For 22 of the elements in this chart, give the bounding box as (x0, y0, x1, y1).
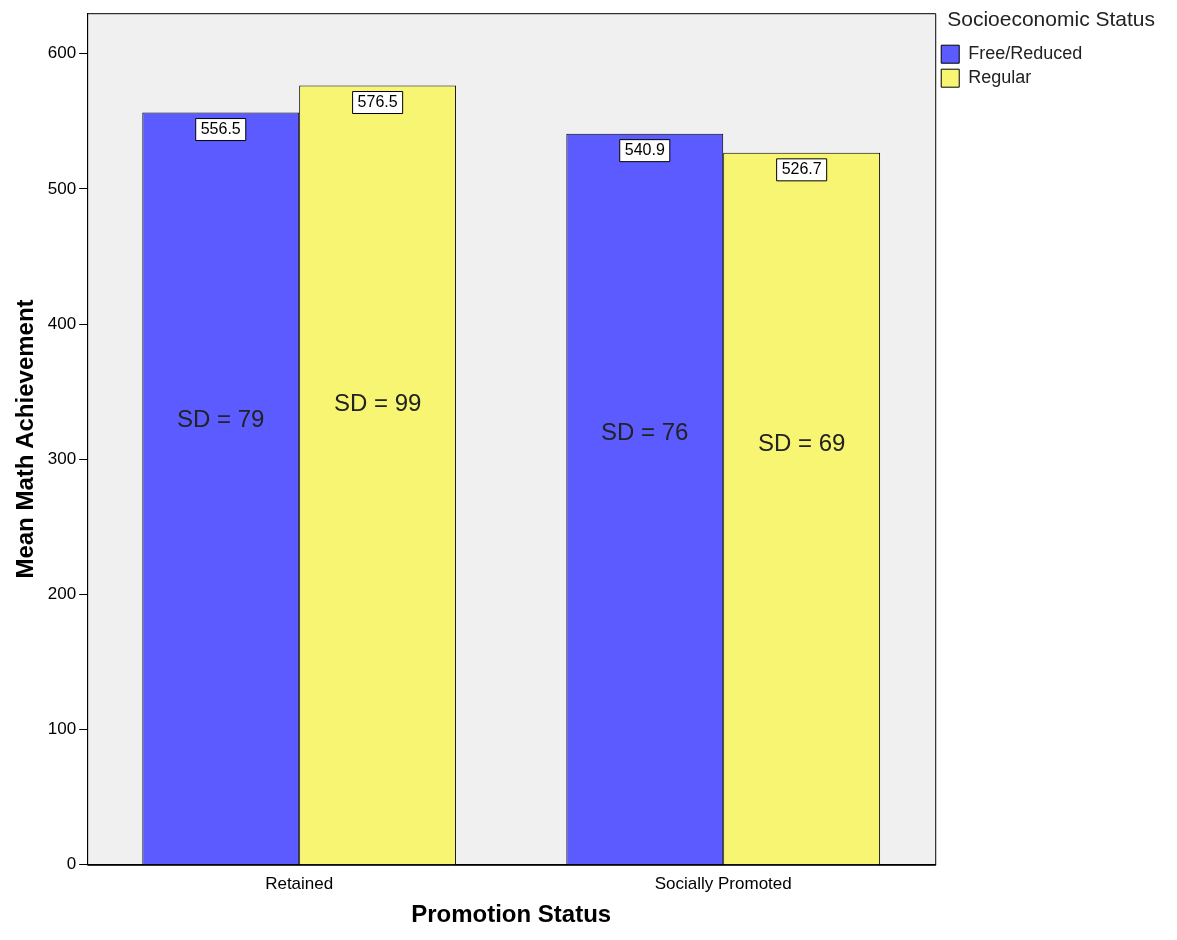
y-tick-label: 500 (47, 178, 77, 198)
annotation: SD = 76 (601, 417, 689, 445)
annotation: SD = 69 (757, 429, 846, 457)
y-tick-label: 600 (47, 43, 77, 63)
annotation: SD = 99 (333, 389, 422, 417)
data-label: 526.7 (781, 160, 822, 178)
data-label: 556.5 (200, 119, 241, 137)
y-tick-label: 300 (47, 448, 77, 468)
y-tick-label: 400 (47, 313, 77, 333)
x-tick-label: Socially Promoted (654, 873, 792, 893)
legend-title: Socioeconomic Status (947, 7, 1155, 31)
x-tick-label: Retained (265, 873, 334, 893)
y-axis-title: Mean Math Achievement (11, 299, 39, 579)
legend-label: Regular (968, 67, 1032, 88)
data-label: 540.9 (624, 141, 665, 159)
y-tick-label: 100 (47, 719, 77, 739)
annotation: SD = 79 (177, 405, 265, 433)
x-axis-title: Promotion Status (411, 900, 612, 928)
legend-label: Free/Reduced (968, 43, 1083, 64)
y-tick-label: 200 (47, 584, 77, 604)
data-label: 576.5 (357, 92, 398, 110)
y-tick-label: 0 (66, 854, 77, 874)
